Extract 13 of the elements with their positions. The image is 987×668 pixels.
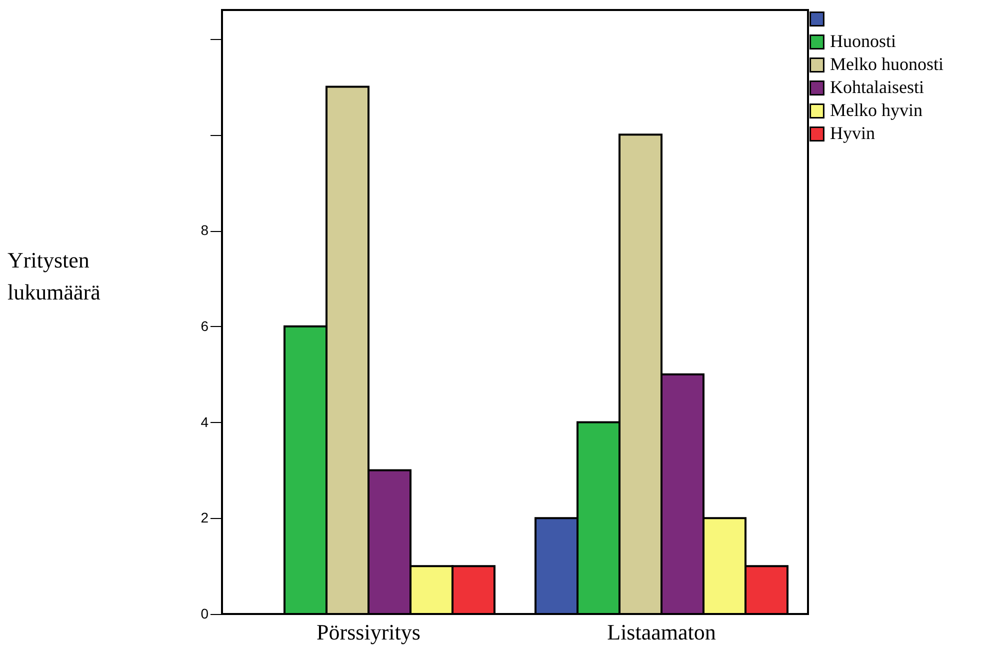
legend-label: Kohtalaisesti bbox=[830, 77, 924, 97]
legend-label: Melko huonosti bbox=[830, 54, 944, 74]
y-tick-label: 2 bbox=[200, 510, 209, 526]
legend-label: Hyvin bbox=[830, 123, 875, 143]
y-axis-title: Yritysten lukumäärä bbox=[8, 248, 101, 304]
x-tick-label: Pörssiyritys bbox=[316, 620, 420, 644]
legend-label: Huonosti bbox=[830, 31, 896, 51]
y-tick-label: 0 bbox=[200, 606, 209, 622]
legend-label: Melko hyvin bbox=[830, 100, 922, 120]
y-tick-label: 8 bbox=[200, 222, 209, 238]
y-tick-label: 4 bbox=[200, 414, 209, 430]
x-tick-label: Listaamaton bbox=[607, 620, 716, 644]
y-tick-label: 6 bbox=[200, 318, 209, 334]
